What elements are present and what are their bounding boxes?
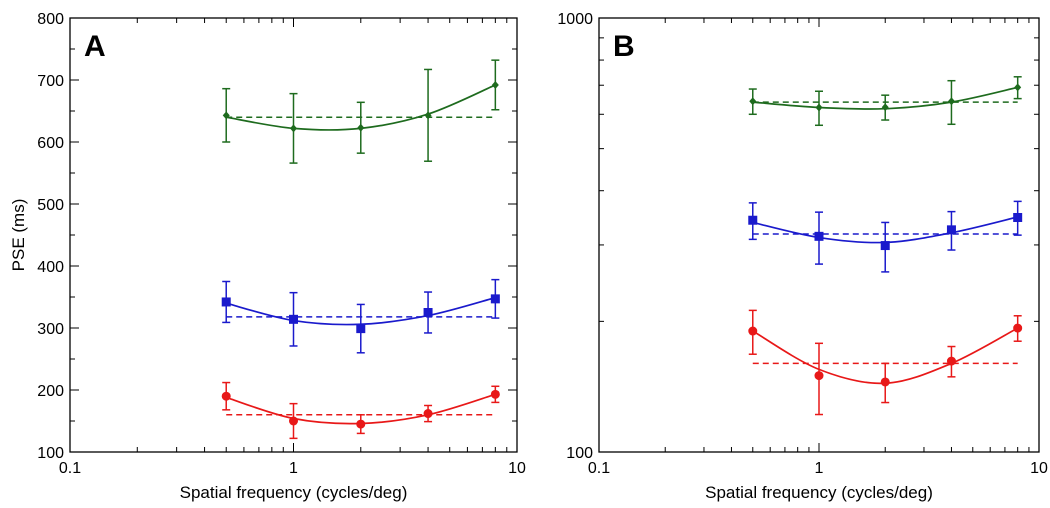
y-axis-label: PSE (ms) [9, 199, 28, 272]
data-point [814, 231, 824, 241]
data-point [881, 103, 889, 112]
panel-a: 0.1 1 10 100 200 300 400 500 600 700 800 Spatial fr… [9, 11, 526, 502]
x-axis-label: Spatial frequency (cycles/deg) [180, 483, 408, 502]
y-tick-label: 100 [566, 445, 593, 462]
data-point [814, 371, 824, 381]
series-diamond [222, 59, 500, 164]
data-point [490, 294, 500, 304]
data-point [423, 308, 433, 317]
x-axis-label: Spatial frequency (cycles/deg) [705, 483, 933, 502]
data-point [423, 409, 433, 419]
data-point [1013, 323, 1023, 333]
data-point [221, 391, 231, 401]
y-tick-label: 800 [37, 11, 64, 28]
panel-label: B [613, 30, 635, 63]
x-tick-label: 10 [1030, 460, 1048, 477]
y-tick-label: 300 [37, 321, 64, 338]
data-point [222, 111, 230, 120]
data-point [749, 97, 757, 106]
data-point [947, 97, 955, 106]
data-point [1013, 212, 1023, 222]
series-circle [748, 309, 1023, 416]
data-point [946, 356, 956, 366]
data-point [748, 215, 758, 225]
data-point [1014, 83, 1022, 92]
data-point [356, 419, 366, 429]
y-tick-label: 700 [37, 73, 64, 90]
x-tick-label: 1 [815, 460, 824, 477]
y-tick-label: 100 [37, 445, 64, 462]
data-point [221, 297, 231, 307]
x-tick-label: 0.1 [588, 460, 610, 477]
series-circle [221, 381, 500, 440]
data-point [815, 103, 823, 112]
data-point [289, 314, 298, 324]
x-tick-label: 0.1 [59, 460, 81, 477]
data-point [424, 111, 432, 120]
y-tick-label: 500 [37, 197, 64, 214]
series-diamond [748, 76, 1022, 127]
plot-frame [69, 17, 518, 453]
y-tick-label: 1000 [557, 11, 593, 28]
x-tick-label: 10 [508, 460, 526, 477]
y-tick-label: 400 [37, 259, 64, 276]
y-tick-label: 600 [37, 135, 64, 152]
data-point [356, 324, 366, 334]
data-point [946, 225, 956, 235]
data-point [880, 377, 890, 387]
panel-label: A [84, 30, 106, 63]
data-point [491, 80, 499, 89]
data-point [357, 123, 365, 132]
panel-b: 0.1 1 10 100 1000 Spatial frequency (cycles/d… [557, 11, 1048, 502]
series-square [748, 200, 1023, 273]
data-point [880, 241, 890, 251]
data-point [289, 416, 298, 426]
data-point [748, 326, 758, 336]
data-point [490, 389, 500, 399]
y-tick-label: 200 [37, 383, 64, 400]
x-tick-label: 1 [289, 460, 298, 477]
series-square [221, 278, 500, 354]
data-point [290, 124, 297, 133]
